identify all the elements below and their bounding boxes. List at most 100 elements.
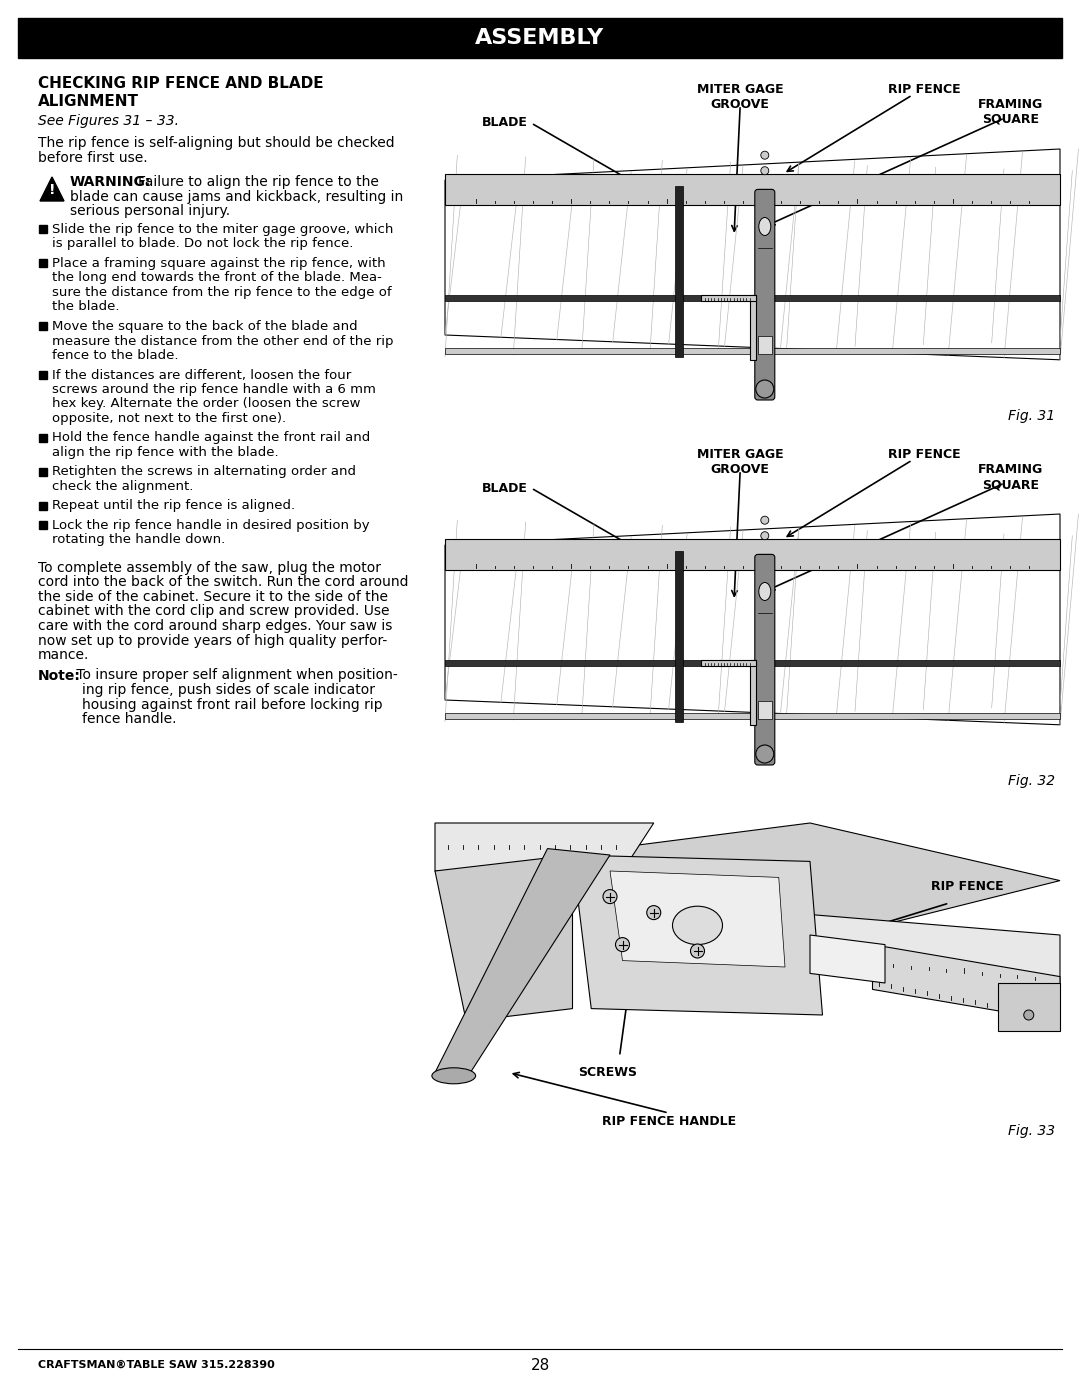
Text: the side of the cabinet. Secure it to the side of the: the side of the cabinet. Secure it to th… bbox=[38, 590, 388, 604]
Text: hex key. Alternate the order (loosen the screw: hex key. Alternate the order (loosen the… bbox=[52, 398, 361, 411]
Polygon shape bbox=[435, 823, 1059, 951]
Text: fence to the blade.: fence to the blade. bbox=[52, 349, 178, 362]
Polygon shape bbox=[572, 855, 823, 1016]
Text: Lock the rip fence handle in desired position by: Lock the rip fence handle in desired pos… bbox=[52, 520, 369, 532]
Text: Repeat until the rip fence is aligned.: Repeat until the rip fence is aligned. bbox=[52, 500, 295, 513]
Text: screws around the rip fence handle with a 6 mm: screws around the rip fence handle with … bbox=[52, 383, 376, 395]
Text: care with the cord around sharp edges. Your saw is: care with the cord around sharp edges. Y… bbox=[38, 619, 392, 633]
Bar bbox=[675, 186, 683, 356]
Bar bbox=[445, 295, 1059, 300]
Text: Fig. 31: Fig. 31 bbox=[1008, 409, 1055, 423]
Polygon shape bbox=[40, 177, 64, 201]
Text: RIP FENCE: RIP FENCE bbox=[889, 448, 961, 461]
Circle shape bbox=[1024, 1010, 1034, 1020]
Bar bbox=[445, 539, 1059, 570]
Circle shape bbox=[616, 937, 630, 951]
Text: opposite, not next to the first one).: opposite, not next to the first one). bbox=[52, 412, 286, 425]
Text: 0: 0 bbox=[845, 956, 851, 965]
Text: To complete assembly of the saw, plug the motor: To complete assembly of the saw, plug th… bbox=[38, 562, 381, 576]
Bar bbox=[445, 659, 1059, 666]
Polygon shape bbox=[810, 935, 885, 983]
FancyBboxPatch shape bbox=[755, 555, 774, 766]
Circle shape bbox=[760, 166, 769, 175]
Bar bbox=[39, 468, 48, 475]
Circle shape bbox=[690, 944, 704, 958]
Text: ing rip fence, push sides of scale indicator: ing rip fence, push sides of scale indic… bbox=[82, 683, 375, 697]
Text: 28: 28 bbox=[530, 1358, 550, 1372]
Text: SCREWS: SCREWS bbox=[578, 1066, 637, 1078]
Text: Fig. 32: Fig. 32 bbox=[1008, 774, 1055, 788]
Bar bbox=[39, 521, 48, 529]
Text: before first use.: before first use. bbox=[38, 151, 148, 165]
Text: MITER GAGE
GROOVE: MITER GAGE GROOVE bbox=[697, 448, 783, 476]
Text: Slide the rip fence to the miter gage groove, which: Slide the rip fence to the miter gage gr… bbox=[52, 224, 393, 236]
Bar bbox=[445, 348, 1059, 353]
Bar bbox=[445, 173, 1059, 205]
Bar bbox=[39, 225, 48, 233]
Polygon shape bbox=[445, 149, 1059, 360]
Text: 0: 0 bbox=[694, 921, 701, 930]
Polygon shape bbox=[435, 855, 572, 1021]
Bar bbox=[998, 983, 1059, 1031]
Bar bbox=[39, 258, 48, 267]
Bar bbox=[39, 433, 48, 441]
Text: cord into the back of the switch. Run the cord around: cord into the back of the switch. Run th… bbox=[38, 576, 408, 590]
Text: check the alignment.: check the alignment. bbox=[52, 481, 193, 493]
Text: blade can cause jams and kickback, resulting in: blade can cause jams and kickback, resul… bbox=[70, 190, 403, 204]
Bar bbox=[39, 370, 48, 379]
Text: Place a framing square against the rip fence, with: Place a framing square against the rip f… bbox=[52, 257, 386, 270]
Text: MITER GAGE
GROOVE: MITER GAGE GROOVE bbox=[697, 82, 783, 110]
Text: If the distances are different, loosen the four: If the distances are different, loosen t… bbox=[52, 369, 351, 381]
Polygon shape bbox=[435, 823, 653, 870]
Bar bbox=[445, 712, 1059, 718]
Ellipse shape bbox=[432, 1067, 475, 1084]
Text: Move the square to the back of the blade and: Move the square to the back of the blade… bbox=[52, 320, 357, 332]
Text: now set up to provide years of high quality perfor-: now set up to provide years of high qual… bbox=[38, 633, 388, 647]
Text: Failure to align the rip fence to the: Failure to align the rip fence to the bbox=[138, 175, 379, 189]
Text: serious personal injury.: serious personal injury. bbox=[70, 204, 230, 218]
Circle shape bbox=[756, 745, 773, 763]
Text: is parallel to blade. Do not lock the rip fence.: is parallel to blade. Do not lock the ri… bbox=[52, 237, 353, 250]
Text: measure the distance from the other end of the rip: measure the distance from the other end … bbox=[52, 334, 393, 348]
Polygon shape bbox=[873, 944, 1059, 1021]
Text: FRAMING
SQUARE: FRAMING SQUARE bbox=[978, 98, 1043, 126]
Text: WARNING:: WARNING: bbox=[70, 175, 151, 189]
Bar bbox=[758, 190, 772, 360]
Text: Fig. 33: Fig. 33 bbox=[1008, 1125, 1055, 1139]
Circle shape bbox=[760, 532, 769, 539]
Text: the blade.: the blade. bbox=[52, 300, 120, 313]
Bar bbox=[750, 295, 756, 360]
Text: FRAMING
SQUARE: FRAMING SQUARE bbox=[978, 462, 1043, 490]
Circle shape bbox=[603, 890, 617, 904]
Ellipse shape bbox=[759, 218, 771, 236]
Text: sure the distance from the rip fence to the edge of: sure the distance from the rip fence to … bbox=[52, 286, 392, 299]
Text: BLADE: BLADE bbox=[482, 482, 528, 495]
Text: CRAFTSMAN®TABLE SAW 315.228390: CRAFTSMAN®TABLE SAW 315.228390 bbox=[38, 1361, 274, 1370]
Bar bbox=[18, 18, 1062, 59]
Text: align the rip fence with the blade.: align the rip fence with the blade. bbox=[52, 446, 279, 460]
Polygon shape bbox=[445, 514, 1059, 725]
Text: CHECKING RIP FENCE AND BLADE: CHECKING RIP FENCE AND BLADE bbox=[38, 75, 324, 91]
Text: See Figures 31 – 33.: See Figures 31 – 33. bbox=[38, 115, 179, 129]
Text: cabinet with the cord clip and screw provided. Use: cabinet with the cord clip and screw pro… bbox=[38, 605, 390, 619]
Circle shape bbox=[756, 380, 773, 398]
Circle shape bbox=[760, 517, 769, 524]
Text: Hold the fence handle against the front rail and: Hold the fence handle against the front … bbox=[52, 432, 370, 444]
Text: housing against front rail before locking rip: housing against front rail before lockin… bbox=[82, 697, 382, 711]
Bar bbox=[701, 295, 756, 300]
Polygon shape bbox=[435, 848, 610, 1078]
Text: the long end towards the front of the blade. Mea-: the long end towards the front of the bl… bbox=[52, 271, 382, 285]
Bar bbox=[750, 659, 756, 725]
Bar bbox=[39, 502, 48, 510]
Bar bbox=[701, 659, 756, 666]
Bar bbox=[675, 552, 683, 722]
Bar bbox=[758, 335, 772, 353]
Text: rotating the handle down.: rotating the handle down. bbox=[52, 534, 226, 546]
Text: To insure proper self alignment when position-: To insure proper self alignment when pos… bbox=[72, 669, 397, 683]
Text: The rip fence is self-aligning but should be checked: The rip fence is self-aligning but shoul… bbox=[38, 136, 394, 149]
Text: RIP FENCE: RIP FENCE bbox=[889, 82, 961, 96]
Text: mance.: mance. bbox=[38, 648, 90, 662]
Ellipse shape bbox=[759, 583, 771, 601]
Text: RIP FENCE HANDLE: RIP FENCE HANDLE bbox=[602, 1115, 735, 1127]
Bar bbox=[39, 321, 48, 330]
